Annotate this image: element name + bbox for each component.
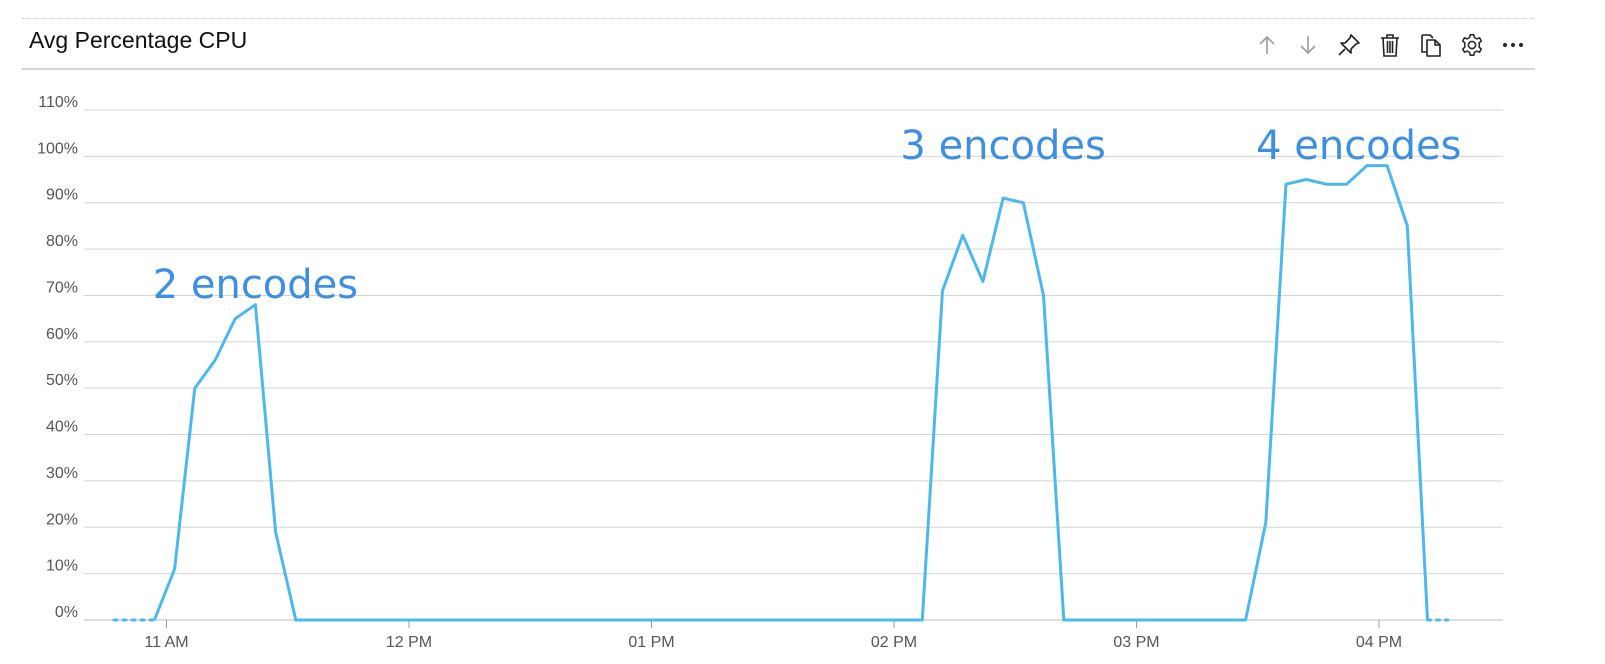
clone-button[interactable] [1416, 28, 1446, 62]
gear-icon [1461, 34, 1483, 56]
pin-button[interactable] [1334, 28, 1364, 62]
y-tick-label: 0% [55, 604, 78, 621]
y-tick-label: 70% [46, 279, 78, 296]
y-tick-label: 110% [38, 94, 78, 111]
settings-button[interactable] [1457, 28, 1487, 62]
x-tick-label: 01 PM [628, 634, 674, 651]
arrow-up-icon [1259, 35, 1275, 54]
ellipsis-icon [1503, 43, 1523, 47]
x-tick-label: 03 PM [1113, 634, 1159, 651]
chart-toolbar [1252, 28, 1528, 62]
x-tick-label: 12 PM [386, 634, 432, 651]
chart-title: Avg Percentage CPU [29, 27, 248, 53]
move-down-button[interactable] [1293, 28, 1323, 62]
top-divider [22, 18, 1534, 19]
y-tick-label: 80% [46, 233, 78, 250]
arrow-down-icon [1300, 36, 1316, 55]
annotation-label: 3 encodes [900, 123, 1105, 169]
pin-icon [1338, 34, 1360, 56]
y-tick-label: 10% [46, 558, 78, 575]
x-tick-label: 02 PM [871, 634, 917, 651]
series-line [153, 164, 1429, 622]
trash-icon [1381, 34, 1399, 57]
y-tick-label: 60% [46, 326, 78, 343]
y-tick-label: 20% [46, 511, 78, 528]
x-tick-label: 04 PM [1356, 634, 1402, 651]
delete-button[interactable] [1375, 28, 1405, 62]
header-divider [22, 68, 1535, 70]
y-tick-label: 50% [46, 372, 78, 389]
y-tick-label: 30% [46, 465, 78, 482]
more-button[interactable] [1498, 28, 1528, 62]
x-tick-label: 11 AM [144, 634, 188, 651]
y-tick-label: 100% [37, 140, 78, 157]
y-tick-label: 40% [46, 419, 78, 436]
move-up-button[interactable] [1252, 28, 1282, 62]
annotation-label: 4 encodes [1256, 123, 1461, 169]
annotation-label: 2 encodes [153, 262, 358, 308]
y-tick-label: 90% [46, 187, 78, 204]
copy-icon [1421, 34, 1441, 57]
